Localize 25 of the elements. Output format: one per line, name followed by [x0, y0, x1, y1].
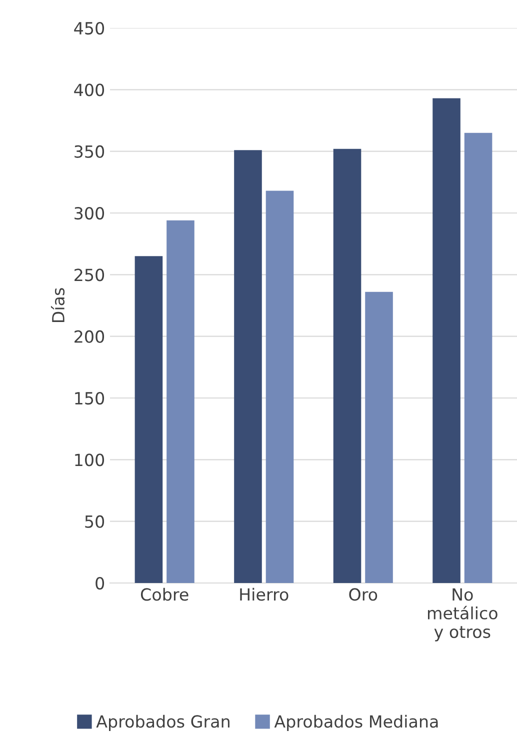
y-tick-label: 450	[74, 22, 104, 35]
legend-label: Aprobados Mediana	[274, 714, 438, 731]
y-tick-label: 150	[75, 392, 104, 405]
bar	[134, 256, 163, 583]
x-tick-label: Oro	[349, 588, 378, 601]
y-tick-label: 400	[74, 84, 104, 96]
bar	[234, 150, 262, 583]
bar	[266, 190, 294, 583]
x-tick-label: Hierro	[240, 588, 288, 601]
y-tick-label: 0	[96, 576, 104, 590]
x-tick-label: No metálico y otros	[428, 588, 498, 642]
y-tick-label: 100	[75, 454, 104, 466]
bar	[464, 132, 492, 583]
x-tick-label: Cobre	[140, 588, 188, 601]
bar	[333, 148, 362, 583]
bar	[432, 98, 460, 583]
bar	[365, 292, 393, 583]
y-tick-label: 250	[74, 268, 104, 282]
y-tick-label: 200	[74, 330, 104, 343]
bar	[166, 220, 194, 583]
y-axis-title: Días	[50, 288, 65, 322]
legend-label: Aprobados Gran	[96, 714, 230, 731]
y-tick-label: 50	[85, 515, 104, 528]
y-tick-label: 300	[74, 206, 104, 220]
y-tick-label: 350	[74, 145, 104, 158]
